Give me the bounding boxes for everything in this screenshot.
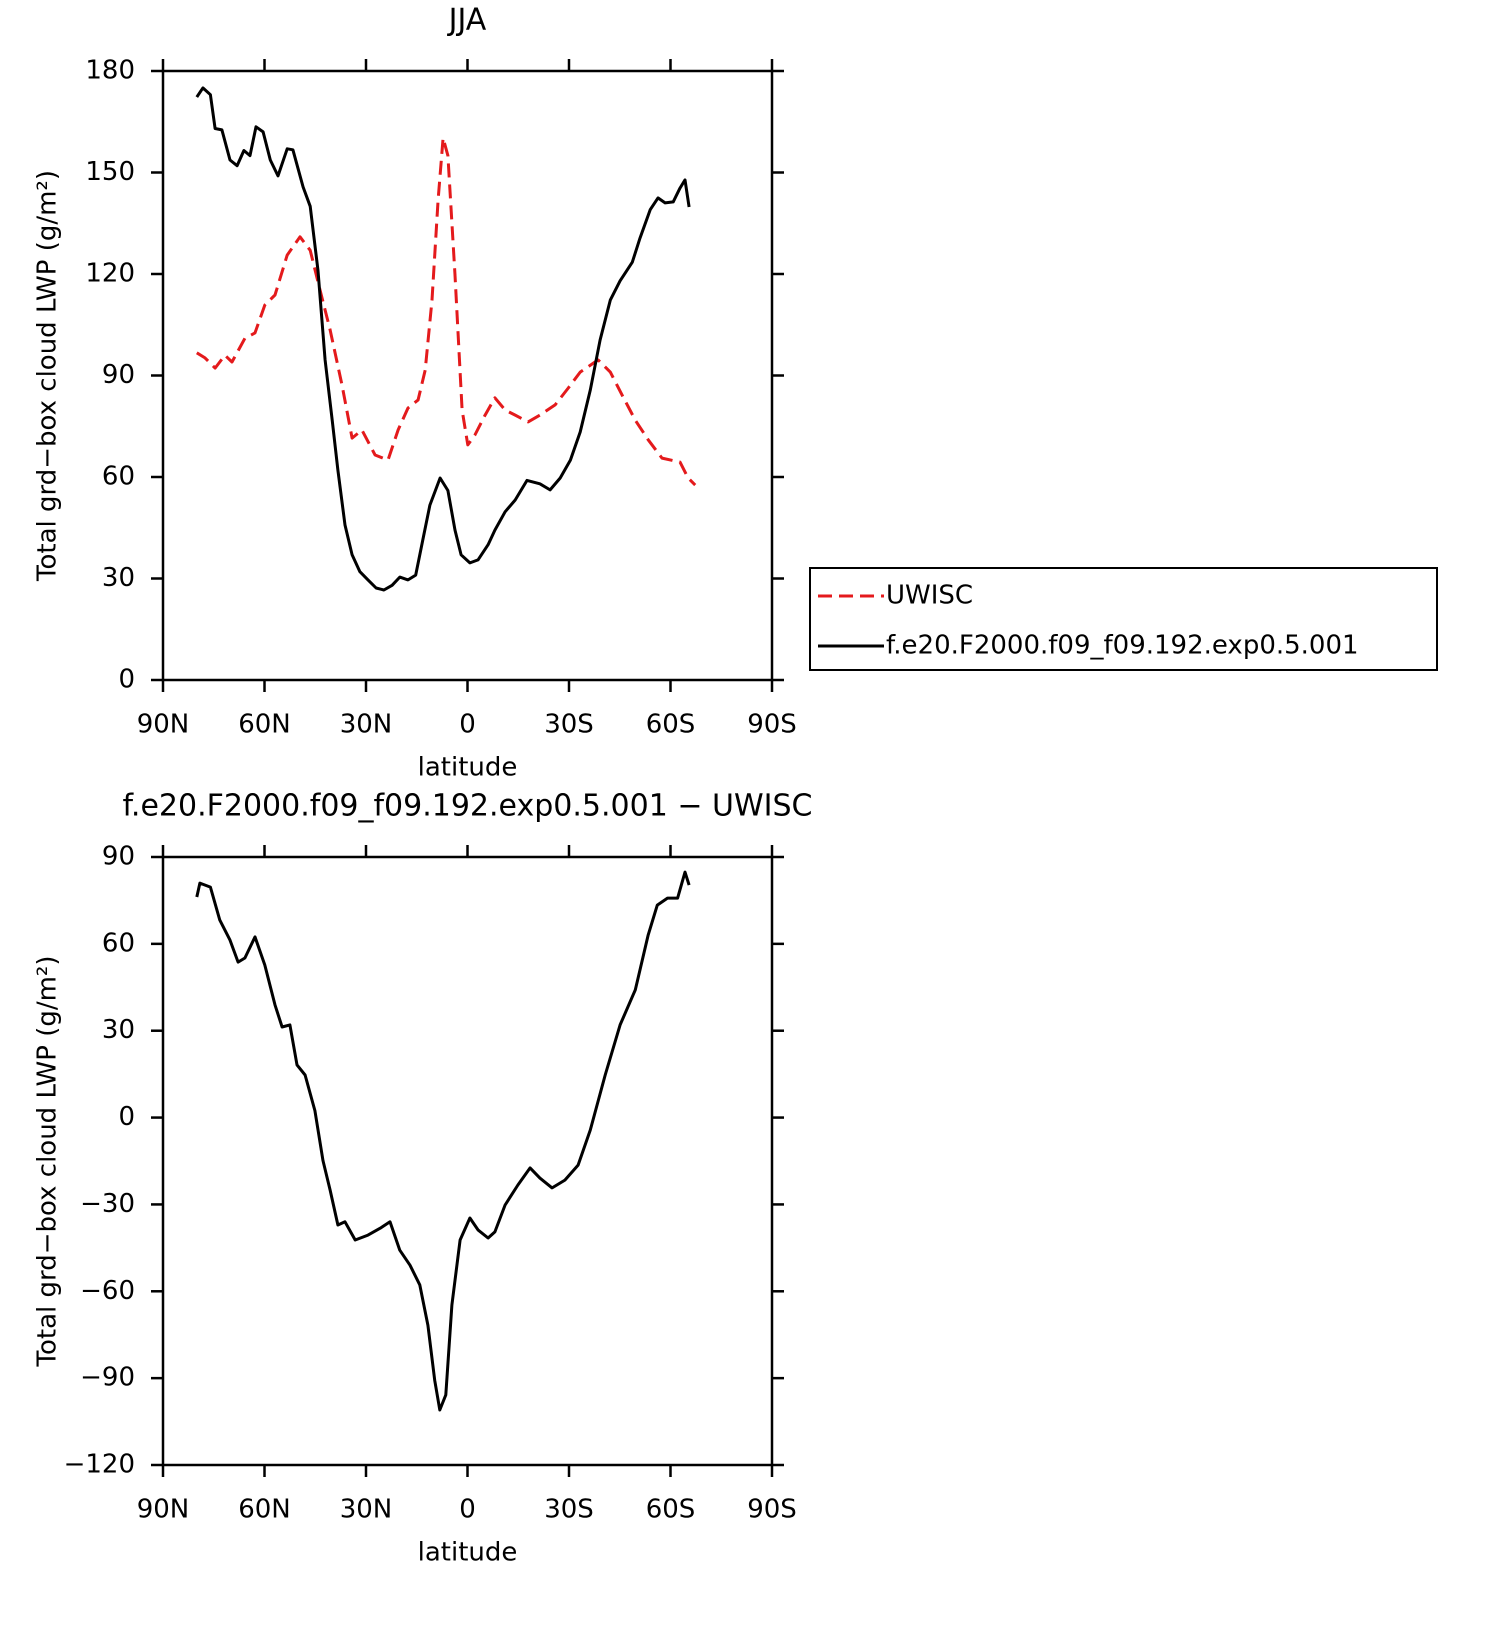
y-tick-label: 90 [102, 360, 135, 390]
x-tick-label: 90N [137, 710, 190, 740]
y-tick-label: −120 [64, 1450, 135, 1480]
y-tick-label: 90 [102, 842, 135, 872]
chart-title: JJA [447, 3, 487, 38]
x-tick-label: 60S [646, 710, 696, 740]
x-tick-label: 30S [544, 710, 594, 740]
y-axis-label: Total grd−box cloud LWP (g/m²) [33, 170, 63, 582]
x-tick-label: 90N [137, 1495, 190, 1525]
x-tick-label: 30S [544, 1495, 594, 1525]
x-axis-label: latitude [418, 753, 518, 783]
legend: UWISC f.e20.F2000.f09_f09.192.exp0.5.001 [809, 567, 1438, 671]
y-tick-label: −90 [80, 1363, 135, 1393]
x-tick-label: 90S [747, 710, 797, 740]
data-line [196, 136, 697, 487]
y-tick-label: 150 [85, 157, 135, 187]
y-tick-label: −60 [80, 1276, 135, 1306]
chart-title: f.e20.F2000.f09_f09.192.exp0.5.001 − UWI… [123, 789, 813, 824]
x-tick-label: 0 [459, 710, 476, 740]
x-tick-label: 60N [238, 1495, 291, 1525]
y-tick-label: 30 [102, 563, 135, 593]
plot-frame [161, 855, 774, 1467]
x-tick-label: 60N [238, 710, 291, 740]
y-tick-label: 180 [85, 56, 135, 86]
y-axis-label: Total grd−box cloud LWP (g/m²) [33, 956, 63, 1368]
legend-box [809, 567, 1438, 671]
y-tick-label: 0 [118, 1102, 135, 1132]
y-tick-label: −30 [80, 1189, 135, 1219]
x-tick-label: 60S [646, 1495, 696, 1525]
data-line [195, 870, 691, 1412]
y-tick-label: 30 [102, 1015, 135, 1045]
y-tick-label: 120 [85, 259, 135, 289]
plot-frame [161, 69, 774, 682]
y-tick-label: 60 [102, 928, 135, 958]
legend-label: UWISC [886, 581, 973, 611]
x-tick-label: 30N [340, 1495, 393, 1525]
y-tick-label: 0 [118, 665, 135, 695]
legend-label: f.e20.F2000.f09_f09.192.exp0.5.001 [886, 631, 1359, 661]
x-tick-label: 0 [459, 1495, 476, 1525]
x-tick-label: 90S [747, 1495, 797, 1525]
x-tick-label: 30N [340, 710, 393, 740]
data-line [195, 86, 691, 592]
y-tick-label: 60 [102, 462, 135, 492]
x-axis-label: latitude [418, 1538, 518, 1568]
